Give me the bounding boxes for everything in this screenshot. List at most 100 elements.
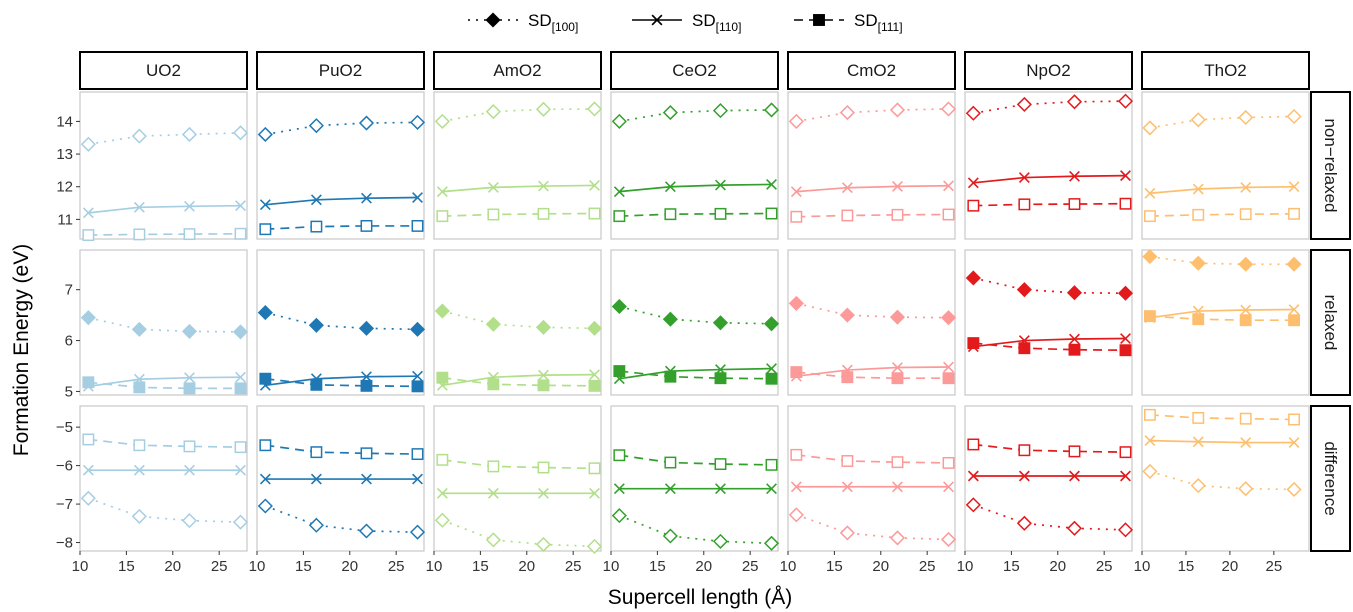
point-sd110 bbox=[235, 371, 246, 383]
point-sd110 bbox=[412, 370, 423, 382]
point-sd100 bbox=[181, 513, 198, 529]
panel-frame bbox=[79, 91, 248, 240]
y-tick-label: 13 bbox=[56, 146, 73, 163]
point-sd111 bbox=[487, 460, 500, 473]
point-sd100 bbox=[788, 113, 804, 129]
point-sd100 bbox=[358, 115, 375, 131]
series-line-sd100 bbox=[796, 108, 949, 123]
panel-AmO2-0 bbox=[433, 91, 603, 240]
series-line-sd100 bbox=[1149, 470, 1295, 491]
point-sd100 bbox=[232, 324, 249, 340]
point-sd110 bbox=[133, 464, 145, 476]
strip-row bbox=[1310, 405, 1351, 552]
point-sd100 bbox=[1142, 463, 1158, 479]
x-tick-label: 20 bbox=[1049, 558, 1066, 575]
point-sd100 bbox=[712, 103, 729, 119]
point-sd110 bbox=[235, 464, 246, 476]
y-tick-label: 5 bbox=[65, 383, 73, 400]
point-sd111 bbox=[82, 229, 95, 242]
point-sd111 bbox=[714, 458, 727, 471]
point-sd110 bbox=[790, 186, 802, 198]
point-sd110 bbox=[1288, 304, 1300, 315]
series-line-sd100 bbox=[1149, 115, 1295, 129]
x-tick-label: 10 bbox=[603, 558, 620, 575]
point-sd100 bbox=[763, 102, 780, 118]
point-sd100 bbox=[1286, 256, 1302, 272]
point-sd110 bbox=[892, 481, 903, 493]
strip-label: CeO2 bbox=[672, 61, 716, 80]
point-sd110 bbox=[82, 207, 94, 219]
point-sd100 bbox=[763, 535, 780, 551]
x-tick-label: 25 bbox=[919, 558, 936, 575]
legend-label: SD[111] bbox=[854, 11, 903, 34]
legend-item-sd111: SD[111] bbox=[794, 11, 903, 34]
point-sd100 bbox=[1286, 481, 1302, 498]
series-line-sd110 bbox=[442, 184, 595, 193]
x-tick-label: 20 bbox=[695, 558, 712, 575]
point-sd111 bbox=[891, 372, 904, 385]
point-sd110 bbox=[790, 481, 802, 493]
point-sd100 bbox=[611, 508, 627, 524]
panel-ThO2-1 bbox=[1141, 249, 1310, 396]
point-sd100 bbox=[1238, 109, 1254, 126]
series-line-sd100 bbox=[973, 100, 1126, 115]
x-tick-label: 25 bbox=[565, 558, 582, 575]
point-sd111 bbox=[967, 199, 980, 212]
point-sd100 bbox=[1238, 481, 1254, 497]
point-sd111 bbox=[259, 223, 272, 236]
point-sd100 bbox=[712, 315, 729, 331]
point-sd100 bbox=[485, 532, 501, 548]
legend-marker bbox=[485, 12, 501, 28]
series-line-sd110 bbox=[265, 196, 418, 206]
point-sd100 bbox=[1066, 285, 1083, 301]
series-line-sd100 bbox=[265, 121, 418, 136]
point-sd111 bbox=[790, 448, 803, 461]
panel-UO2-2 bbox=[79, 405, 249, 552]
point-sd111 bbox=[891, 208, 904, 221]
point-sd100 bbox=[889, 530, 906, 546]
x-tick-label: 10 bbox=[249, 558, 266, 575]
point-sd111 bbox=[1018, 342, 1031, 355]
panel-UO2-0 bbox=[79, 91, 249, 242]
point-sd100 bbox=[409, 321, 426, 337]
x-axis: 10 15 20 25 10 15 20 25 10 15 20 25 10 15 20 25 10 15 20 25… bbox=[72, 551, 1282, 575]
point-sd100 bbox=[409, 524, 426, 540]
point-sd110 bbox=[766, 483, 777, 495]
point-sd111 bbox=[765, 372, 778, 385]
point-sd100 bbox=[181, 323, 198, 339]
point-sd111 bbox=[664, 456, 677, 469]
series-line-sd100 bbox=[88, 316, 241, 333]
point-sd100 bbox=[535, 101, 552, 117]
point-sd100 bbox=[131, 321, 147, 337]
row-strips: non−relaxed relaxed difference bbox=[1310, 91, 1351, 552]
panel-grid bbox=[79, 91, 1310, 554]
point-sd100 bbox=[1117, 522, 1134, 538]
point-sd111 bbox=[967, 337, 980, 350]
point-sd111 bbox=[588, 462, 601, 475]
point-sd100 bbox=[80, 136, 96, 152]
point-sd111 bbox=[664, 370, 677, 383]
point-sd110 bbox=[943, 180, 954, 192]
series-line-sd111 bbox=[619, 370, 772, 380]
point-sd100 bbox=[80, 490, 96, 506]
series-line-sd111 bbox=[973, 342, 1126, 352]
strip-label: UO2 bbox=[146, 61, 181, 80]
series-line-sd111 bbox=[88, 232, 241, 236]
panel-frame bbox=[787, 249, 956, 396]
point-sd111 bbox=[1119, 344, 1132, 357]
point-sd100 bbox=[940, 310, 957, 326]
series-line-sd110 bbox=[973, 337, 1126, 348]
panel-frame bbox=[964, 249, 1133, 396]
point-sd111 bbox=[1143, 210, 1156, 223]
point-sd110 bbox=[1018, 470, 1030, 482]
panel-CeO2-0 bbox=[610, 91, 780, 240]
point-sd111 bbox=[967, 438, 980, 451]
series-line-sd111 bbox=[265, 225, 418, 231]
panel-frame bbox=[256, 91, 425, 240]
point-sd110 bbox=[361, 473, 372, 485]
point-sd100 bbox=[586, 320, 603, 336]
point-sd111 bbox=[234, 227, 247, 240]
panel-frame bbox=[433, 91, 602, 240]
point-sd110 bbox=[1144, 187, 1156, 199]
point-sd110 bbox=[967, 177, 979, 189]
